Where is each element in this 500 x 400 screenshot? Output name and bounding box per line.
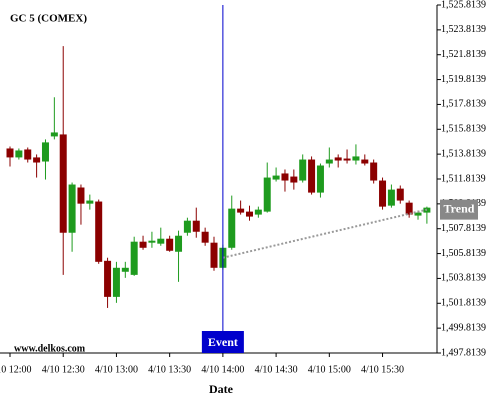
candle-body bbox=[299, 159, 307, 181]
candle-body bbox=[210, 242, 218, 268]
candle-body bbox=[86, 200, 94, 204]
candle-body bbox=[59, 134, 67, 233]
y-tick-label: 1,525.8139 bbox=[441, 0, 486, 10]
candle-body bbox=[192, 220, 200, 232]
y-tick-label: 1,497.8139 bbox=[441, 347, 486, 358]
trend-label-box bbox=[440, 199, 478, 220]
trend-line bbox=[222, 208, 428, 259]
candle-body bbox=[325, 159, 333, 164]
y-tick-label: 1,513.8139 bbox=[441, 148, 486, 159]
candle-body bbox=[361, 159, 369, 164]
x-tick-label: 4/10 14:30 bbox=[255, 364, 298, 375]
candle-body bbox=[95, 201, 103, 262]
x-tick-label: 4/10 12:00 bbox=[0, 364, 32, 375]
y-tick-label: 1,501.8139 bbox=[441, 298, 486, 309]
candle-body bbox=[343, 158, 351, 161]
x-tick-label: 4/10 13:00 bbox=[95, 364, 138, 375]
chart-title: GC 5 (COMEX) bbox=[10, 13, 87, 25]
y-tick-label: 1,507.8139 bbox=[441, 223, 486, 234]
y-tick-label: 1,511.8139 bbox=[441, 173, 486, 184]
candle-body bbox=[112, 267, 120, 297]
candle-body bbox=[414, 212, 422, 216]
y-tick-label: 1,499.8139 bbox=[441, 322, 486, 333]
candle-body bbox=[316, 165, 324, 193]
x-tick-label: 4/10 13:30 bbox=[148, 364, 191, 375]
watermark: www.delkos.com bbox=[14, 343, 86, 354]
candle-body bbox=[130, 241, 138, 275]
x-tick-label: 4/10 15:00 bbox=[308, 364, 351, 375]
event-label-box bbox=[201, 331, 244, 353]
y-tick-label: 1,521.8139 bbox=[441, 49, 486, 60]
x-tick-label: 4/10 15:30 bbox=[361, 364, 404, 375]
candle-body bbox=[50, 132, 58, 137]
x-tick-label: 4/10 12:30 bbox=[42, 364, 85, 375]
candle-body bbox=[228, 208, 236, 248]
y-tick-label: 1,515.8139 bbox=[441, 124, 486, 135]
candle-body bbox=[33, 157, 41, 163]
candle-body bbox=[104, 260, 112, 297]
y-tick-label: 1,505.8139 bbox=[441, 248, 486, 259]
candle-body bbox=[148, 240, 156, 243]
candle-body bbox=[379, 180, 387, 207]
candle-body bbox=[15, 150, 23, 158]
candle-body bbox=[157, 238, 165, 244]
y-tick-label: 1,517.8139 bbox=[441, 99, 486, 110]
candle-body bbox=[308, 159, 316, 193]
candle-body bbox=[254, 209, 262, 215]
candle-body bbox=[139, 241, 147, 248]
candle-body bbox=[68, 184, 76, 233]
candle-body bbox=[245, 211, 253, 217]
candle-body bbox=[370, 162, 378, 181]
candle-body bbox=[237, 208, 245, 213]
candle-body bbox=[290, 176, 298, 183]
candle-body bbox=[272, 175, 280, 180]
candle-body bbox=[405, 202, 413, 215]
trend-label: Trend bbox=[444, 201, 475, 215]
candle-body bbox=[387, 189, 395, 206]
candle-body bbox=[281, 173, 289, 181]
candle-body bbox=[24, 149, 32, 160]
candle-body bbox=[263, 177, 271, 212]
candle-body bbox=[334, 157, 342, 161]
candle-body bbox=[6, 148, 14, 158]
event-label: Event bbox=[208, 335, 238, 349]
y-tick-label: 1,503.8139 bbox=[441, 273, 486, 284]
candle-body bbox=[183, 220, 191, 233]
candle-body bbox=[166, 238, 174, 251]
candle-body bbox=[396, 188, 404, 201]
y-tick-label: 1,523.8139 bbox=[441, 24, 486, 35]
candle-body bbox=[77, 187, 85, 204]
x-axis-title: Date bbox=[209, 382, 234, 396]
x-tick-label: 4/10 14:00 bbox=[201, 364, 244, 375]
candle-body bbox=[201, 231, 209, 243]
candle-body bbox=[41, 142, 49, 162]
candle-body bbox=[175, 235, 183, 252]
y-tick-label: 1,519.8139 bbox=[441, 74, 486, 85]
candle-body bbox=[352, 156, 360, 161]
candle-body bbox=[121, 267, 129, 272]
